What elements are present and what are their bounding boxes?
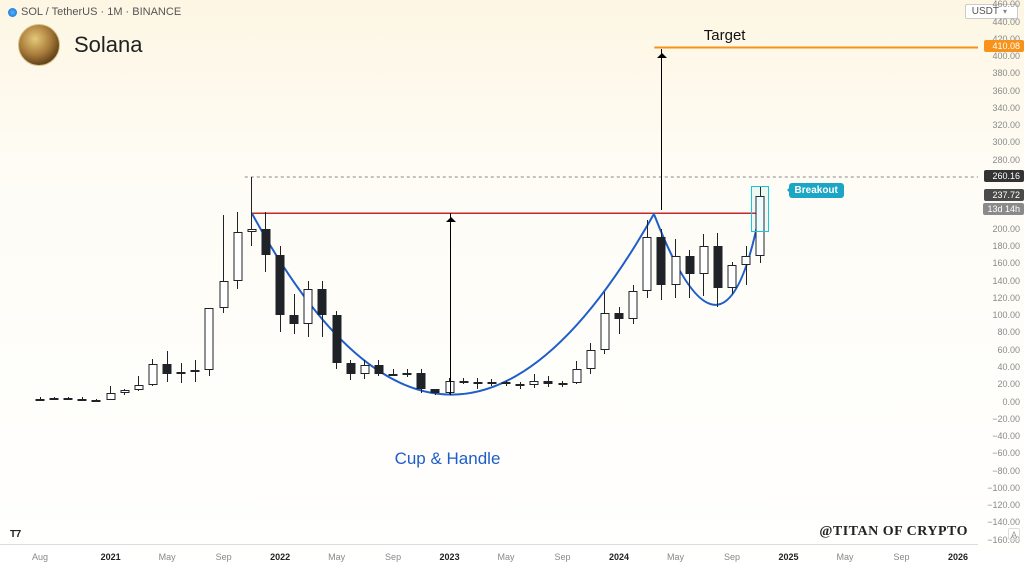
price-tick: −80.00 [978, 466, 1020, 476]
time-tick: May [667, 552, 684, 562]
time-tick: May [836, 552, 853, 562]
time-tick: 2021 [101, 552, 121, 562]
price-tick: 0.00 [978, 397, 1020, 407]
price-tick: 200.00 [978, 224, 1020, 234]
axis-settings-icon[interactable]: A [1008, 528, 1020, 540]
time-tick: Sep [724, 552, 740, 562]
price-tick: 440.00 [978, 17, 1020, 27]
price-tick: 380.00 [978, 68, 1020, 78]
time-tick: 2024 [609, 552, 629, 562]
price-tick: 400.00 [978, 51, 1020, 61]
time-tick: Sep [216, 552, 232, 562]
price-tick: 140.00 [978, 276, 1020, 286]
tradingview-logo: T7 [10, 529, 21, 540]
breakout-label: Breakout [789, 183, 844, 198]
time-axis: Aug 2021 May Sep 2022 May Sep 2023 May Sep 2024 May… [0, 544, 978, 566]
price-tick: 160.00 [978, 258, 1020, 268]
time-tick: 2025 [779, 552, 799, 562]
time-tick: 2023 [440, 552, 460, 562]
time-tick: Sep [893, 552, 909, 562]
time-tick: 2026 [948, 552, 968, 562]
target-label: Target [704, 27, 746, 44]
price-marker: 237.72 [984, 189, 1024, 201]
price-tick: 340.00 [978, 103, 1020, 113]
time-tick: Sep [555, 552, 571, 562]
price-tick: −60.00 [978, 448, 1020, 458]
time-tick: Sep [385, 552, 401, 562]
price-axis: 460.00440.00420.00400.00380.00360.00340.… [978, 0, 1024, 544]
price-tick: 360.00 [978, 86, 1020, 96]
price-tick: 300.00 [978, 137, 1020, 147]
price-tick: −40.00 [978, 431, 1020, 441]
breakout-highlight [751, 186, 769, 233]
price-tick: −100.00 [978, 483, 1020, 493]
price-tick: 20.00 [978, 379, 1020, 389]
price-tick: 180.00 [978, 241, 1020, 251]
time-tick: 2022 [270, 552, 290, 562]
time-tick: May [498, 552, 515, 562]
time-tick: May [328, 552, 345, 562]
price-tick: −140.00 [978, 517, 1020, 527]
measure-arrow [661, 49, 662, 210]
time-tick: Aug [32, 552, 48, 562]
price-tick: 280.00 [978, 155, 1020, 165]
price-tick: 320.00 [978, 120, 1020, 130]
price-tick: −20.00 [978, 414, 1020, 424]
overlay-layer: Target Cup & Handle Breakout [0, 0, 978, 544]
price-tick: 100.00 [978, 310, 1020, 320]
price-marker: 410.08 [984, 40, 1024, 52]
measure-arrow [450, 213, 451, 394]
price-tick: 120.00 [978, 293, 1020, 303]
watermark: @TITAN OF CRYPTO [819, 524, 968, 540]
price-marker: 13d 14h [983, 203, 1024, 215]
price-marker: 260.16 [984, 170, 1024, 182]
price-tick: −120.00 [978, 500, 1020, 510]
price-tick: 80.00 [978, 327, 1020, 337]
price-tick: 60.00 [978, 345, 1020, 355]
time-tick: May [159, 552, 176, 562]
pattern-label: Cup & Handle [395, 449, 501, 469]
price-tick: 40.00 [978, 362, 1020, 372]
price-tick: 460.00 [978, 0, 1020, 9]
